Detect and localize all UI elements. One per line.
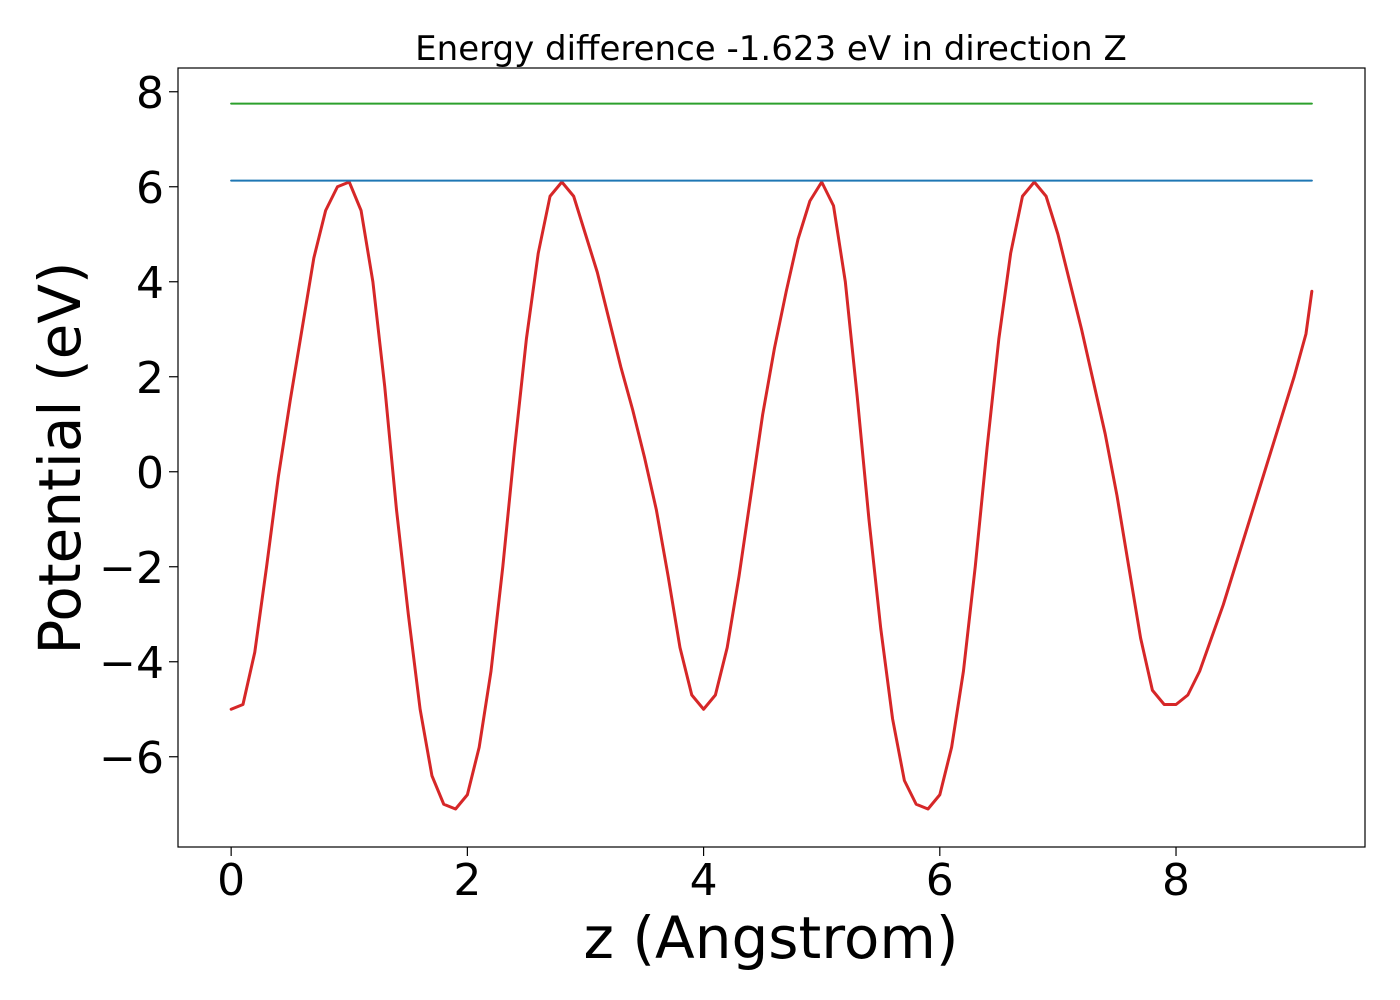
series-layer — [229, 102, 1314, 811]
chart-title: Energy difference -1.623 eV in direction… — [415, 29, 1127, 69]
plot-area-frame — [177, 67, 1366, 848]
x-axis-ticks: 0 2 4 6 8 — [217, 847, 1190, 906]
x-tick-label: 4 — [690, 855, 718, 906]
x-tick-label: 0 — [217, 855, 245, 906]
x-tick-label: 2 — [453, 855, 481, 906]
y-tick-label: 8 — [136, 68, 164, 119]
y-tick-label: 2 — [136, 353, 164, 404]
y-axis-label: Potential (eV) — [26, 261, 94, 654]
y-tick-label: 4 — [136, 258, 164, 309]
y-tick-label: −6 — [99, 733, 164, 784]
y-tick-label: 0 — [136, 448, 164, 499]
y-tick-label: 6 — [136, 163, 164, 214]
series-line-1 — [229, 180, 1314, 811]
y-tick-label: −2 — [99, 543, 164, 594]
x-tick-label: 8 — [1162, 855, 1190, 906]
x-axis-label: z (Angstrom) — [584, 904, 959, 972]
x-tick-label: 6 — [926, 855, 954, 906]
y-tick-label: −4 — [99, 638, 164, 689]
y-axis-ticks: −6 −4 −2 0 2 4 6 8 — [99, 68, 178, 784]
